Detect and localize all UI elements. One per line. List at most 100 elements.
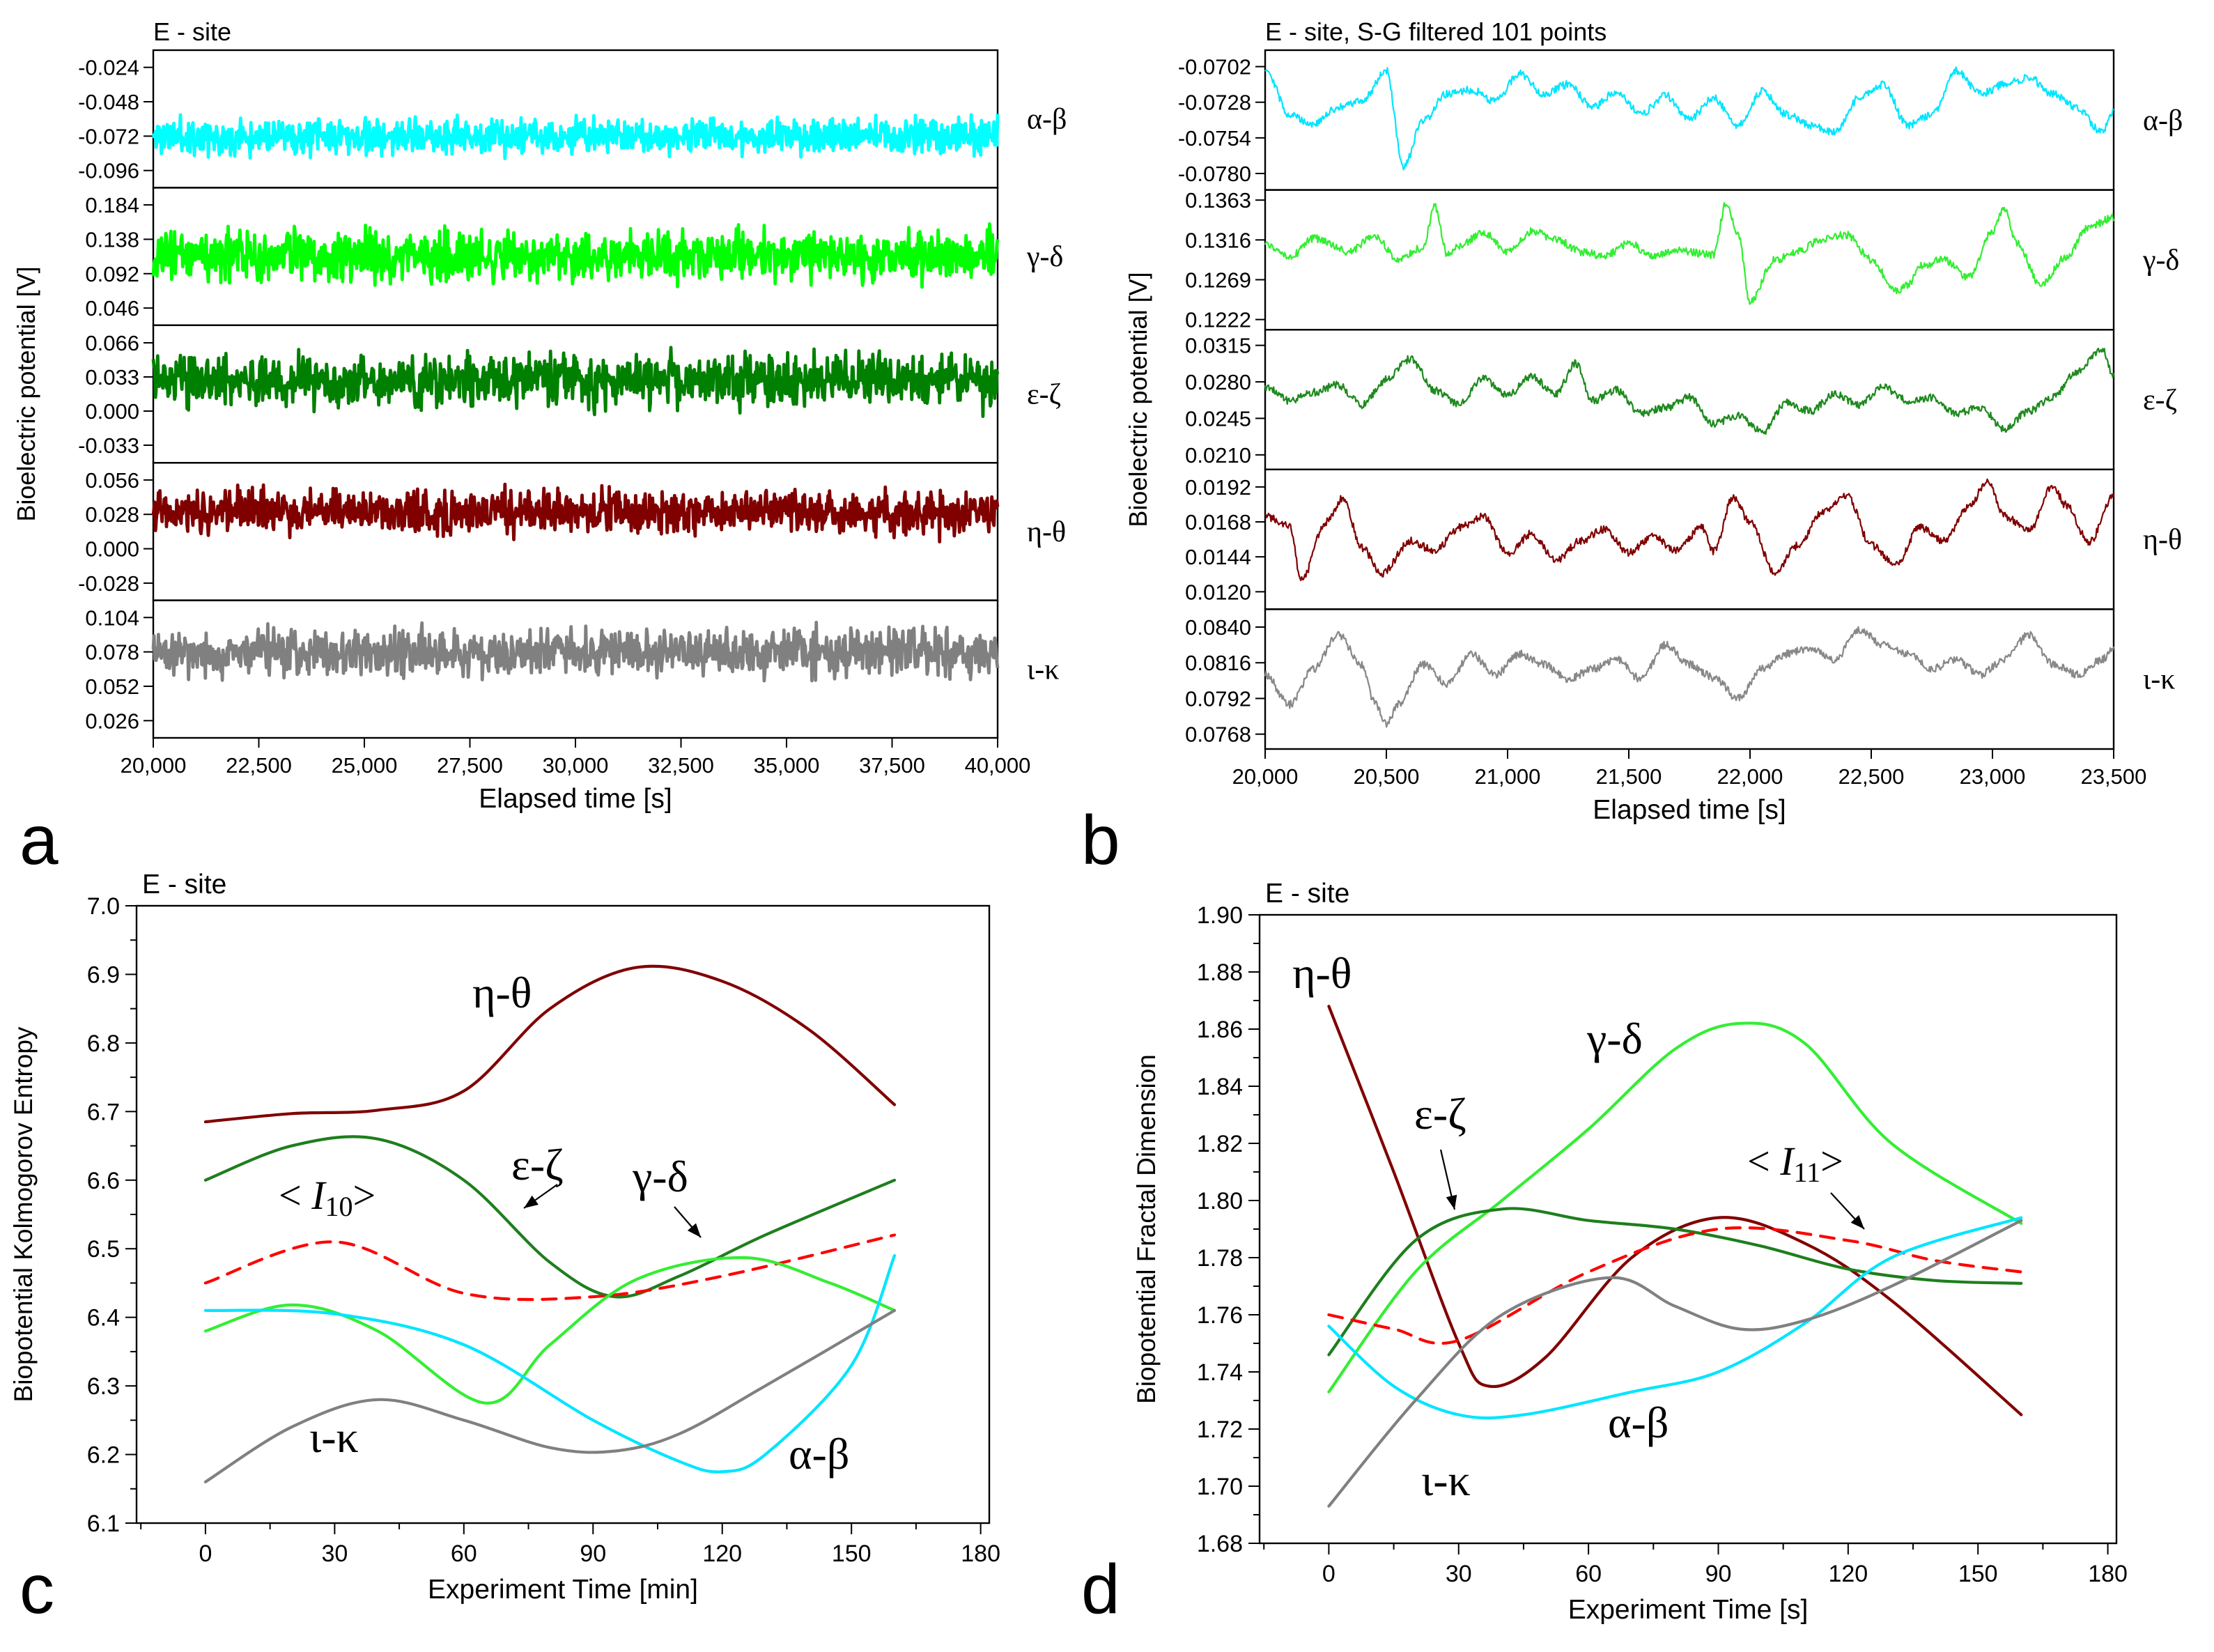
series-label: ε-ζ [1027, 379, 1061, 411]
series-label: η-θ [2143, 524, 2182, 556]
series-label: ι-κ [309, 1412, 359, 1462]
x-axis-label: Elapsed time [s] [479, 784, 672, 814]
series-label: γ-δ [2142, 245, 2179, 277]
series-label: α-β [1027, 104, 1067, 136]
x-tick-label: 30 [1446, 1561, 1472, 1587]
x-axis-label: Elapsed time [s] [1593, 795, 1786, 825]
y-tick-label: 0.033 [85, 365, 139, 389]
y-tick-label: -0.033 [78, 433, 139, 458]
y-tick-label: 0.000 [85, 399, 139, 424]
y-tick-label: 1.72 [1197, 1416, 1243, 1443]
y-tick-label: -0.0702 [1178, 55, 1251, 79]
y-tick-label: 6.2 [87, 1442, 120, 1469]
x-tick-label: 21,000 [1475, 764, 1541, 789]
subplot: 0.0315 0.0280 0.0245 0.0210 ε-ζ [1185, 329, 2177, 471]
panel-a: E - site -0.024 -0.048 -0.072 -0.096 α-β 0.184… [12, 17, 1067, 814]
y-tick-label: 0.078 [85, 640, 139, 665]
x-tick-label: 120 [1828, 1561, 1868, 1587]
y-tick-label: 0.066 [85, 331, 139, 355]
series-trace [1264, 66, 2114, 171]
series-trace [151, 113, 1000, 160]
y-tick-label: 0.104 [85, 605, 139, 630]
series-label: ε-ζ [2143, 385, 2177, 417]
series-trace [151, 482, 1000, 543]
y-tick-label: 0.1316 [1185, 228, 1251, 252]
subplot: 0.104 0.078 0.052 0.026 ι-κ [85, 599, 1059, 739]
series-line [203, 1309, 897, 1483]
y-tick-label: 0.0768 [1185, 723, 1251, 747]
y-tick-label: 6.5 [87, 1236, 120, 1263]
y-tick-label: -0.072 [78, 124, 139, 148]
y-tick-label: 1.84 [1197, 1074, 1243, 1100]
x-tick-label: 30,000 [543, 753, 609, 778]
series-line [203, 1233, 897, 1302]
series-line [1327, 1226, 2023, 1345]
y-tick-label: 0.0120 [1185, 580, 1251, 604]
y-tick-label: -0.0728 [1178, 91, 1251, 115]
x-tick-label: 60 [451, 1541, 477, 1567]
y-axis-label: Bioelectric potential [V] [1124, 272, 1152, 527]
series-trace [151, 346, 1000, 418]
series-label: γ-δ [632, 1152, 688, 1201]
x-tick-label: 22,500 [226, 753, 292, 778]
series-line [203, 1135, 897, 1299]
series-label: ε-ζ [511, 1140, 564, 1189]
series-label: γ-δ [1586, 1014, 1643, 1063]
series-label: γ-δ [1026, 241, 1063, 273]
x-tick-label: 20,000 [1232, 764, 1299, 789]
y-tick-label: 6.6 [87, 1168, 120, 1194]
annotation-arrowhead [687, 1223, 701, 1237]
panel-letters: a b c d [20, 801, 1120, 1628]
x-axis-label: Experiment Time [s] [1568, 1595, 1809, 1625]
series-trace [1264, 478, 2115, 582]
subplot: 0.0192 0.0168 0.0144 0.0120 η-θ [1185, 468, 2182, 610]
x-tick-label: 20,000 [121, 753, 187, 778]
y-tick-label: 0.0280 [1185, 370, 1251, 394]
y-tick-label: 6.7 [87, 1099, 120, 1125]
y-tick-label: 6.9 [87, 962, 120, 988]
y-axis-label: Bioelectric potential [V] [12, 266, 40, 521]
y-tick-label: 0.0210 [1185, 443, 1251, 468]
panel-letter: b [1081, 801, 1120, 879]
x-tick-label: 60 [1575, 1561, 1602, 1587]
y-tick-label: 1.74 [1197, 1359, 1243, 1386]
y-tick-label: 1.78 [1197, 1245, 1243, 1272]
series-trace [1264, 626, 2115, 728]
x-tick-label: 32,500 [648, 753, 714, 778]
y-tick-label: 0.046 [85, 296, 139, 321]
y-tick-label: 0.028 [85, 502, 139, 527]
y-tick-label: 0.0315 [1185, 334, 1251, 358]
subplot: 0.0840 0.0816 0.0792 0.0768 ι-κ [1185, 608, 2175, 750]
y-tick-label: 1.90 [1197, 902, 1243, 929]
series-line [1327, 1021, 2023, 1394]
y-tick-label: 1.70 [1197, 1474, 1243, 1500]
series-label: ε-ζ [1414, 1089, 1466, 1138]
series-label: ι-κ [1027, 654, 1059, 686]
chart-title: E - site [142, 870, 226, 900]
y-tick-label: 0.138 [85, 227, 139, 252]
panel-letter: a [20, 801, 59, 879]
x-tick-label: 90 [1705, 1561, 1732, 1587]
y-tick-label: 1.80 [1197, 1188, 1243, 1214]
series-trace [151, 222, 1000, 289]
y-tick-label: 6.4 [87, 1305, 120, 1331]
y-tick-label: 1.86 [1197, 1017, 1243, 1043]
series-line [203, 964, 897, 1124]
y-tick-label: -0.024 [78, 56, 139, 80]
x-tick-label: 22,000 [1717, 764, 1783, 789]
y-tick-label: 1.88 [1197, 959, 1243, 986]
series-trace [151, 620, 1000, 683]
x-tick-label: 20,500 [1354, 764, 1420, 789]
y-tick-label: 0.0245 [1185, 406, 1251, 431]
subplot: -0.024 -0.048 -0.072 -0.096 α-β [78, 49, 1067, 189]
x-tick-label: 21,500 [1596, 764, 1662, 789]
chart-title: E - site, S-G filtered 101 points [1265, 17, 1607, 46]
annotation-arrowhead [1850, 1214, 1864, 1229]
y-tick-label: -0.096 [78, 159, 139, 183]
y-tick-label: -0.0754 [1178, 126, 1251, 150]
x-tick-label: 35,000 [754, 753, 820, 778]
chart-title: E - site [1265, 879, 1349, 909]
series-line [203, 1254, 897, 1474]
y-tick-label: 0.000 [85, 537, 139, 562]
x-tick-label: 37,500 [859, 753, 925, 778]
